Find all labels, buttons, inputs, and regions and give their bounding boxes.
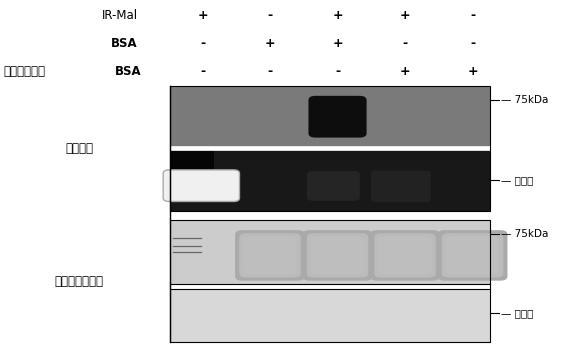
FancyBboxPatch shape	[438, 230, 507, 281]
FancyBboxPatch shape	[446, 237, 499, 274]
Text: +: +	[332, 37, 343, 51]
FancyBboxPatch shape	[309, 96, 366, 138]
Text: +: +	[400, 9, 410, 22]
Text: +: +	[400, 65, 410, 79]
Text: BSA: BSA	[114, 65, 141, 79]
Bar	[170, 220, 490, 284]
FancyBboxPatch shape	[307, 171, 360, 201]
Text: -: -	[200, 65, 205, 79]
FancyBboxPatch shape	[307, 233, 368, 278]
FancyBboxPatch shape	[370, 230, 440, 281]
Text: +: +	[467, 65, 478, 79]
Text: — 75kDa: — 75kDa	[501, 229, 548, 239]
FancyBboxPatch shape	[311, 237, 364, 274]
Text: +: +	[197, 9, 208, 22]
Text: — 75kDa: — 75kDa	[501, 94, 548, 105]
FancyBboxPatch shape	[303, 230, 372, 281]
FancyBboxPatch shape	[375, 233, 436, 278]
Bar	[170, 150, 490, 211]
Text: +: +	[265, 37, 275, 51]
Text: -: -	[403, 37, 407, 51]
Text: 考马斯亮蓝染色: 考马斯亮蓝染色	[55, 274, 104, 288]
Text: -: -	[200, 37, 205, 51]
Bar	[170, 86, 490, 147]
Bar	[170, 289, 490, 342]
Bar	[170, 150, 214, 202]
FancyBboxPatch shape	[163, 170, 239, 201]
Text: — 溴酚蓝: — 溴酚蓝	[501, 308, 533, 318]
FancyBboxPatch shape	[235, 230, 305, 281]
Text: +: +	[332, 9, 343, 22]
FancyBboxPatch shape	[371, 171, 431, 202]
FancyBboxPatch shape	[244, 237, 296, 274]
Text: -: -	[470, 9, 475, 22]
Text: -: -	[268, 9, 272, 22]
Text: -: -	[335, 65, 340, 79]
Text: — 溴酚蓝: — 溴酚蓝	[501, 176, 533, 185]
Text: -: -	[470, 37, 475, 51]
Text: 无游离疏基的: 无游离疏基的	[3, 65, 45, 79]
Text: -: -	[268, 65, 272, 79]
Text: BSA: BSA	[112, 37, 138, 51]
FancyBboxPatch shape	[239, 233, 301, 278]
FancyBboxPatch shape	[442, 233, 503, 278]
Text: 荧光成像: 荧光成像	[65, 142, 93, 155]
Text: IR-Mal: IR-Mal	[102, 9, 138, 22]
FancyBboxPatch shape	[379, 237, 431, 274]
